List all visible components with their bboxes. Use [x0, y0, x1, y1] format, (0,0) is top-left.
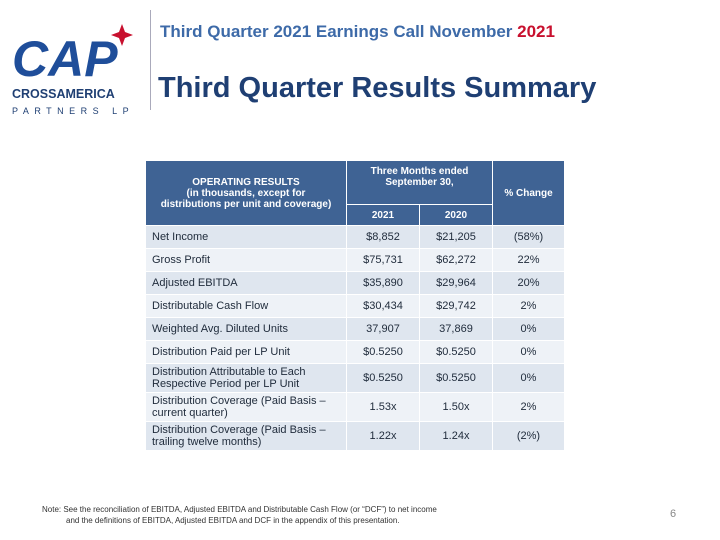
value-cell: 1.22x: [346, 421, 420, 451]
value-cell: 1.50x: [419, 392, 493, 422]
value-cell: $35,890: [346, 271, 420, 295]
title: Third Quarter Results Summary: [158, 72, 597, 104]
table-row: Distribution Paid per LP Unit $0.5250 $0.5…: [145, 340, 565, 364]
table-row: Gross Profit $75,731 $62,272 22%: [145, 248, 565, 272]
value-cell: 0%: [492, 340, 565, 364]
col-header: OPERATING RESULTS (in thousands, except …: [145, 160, 347, 226]
label-cell: Adjusted EBITDA: [145, 271, 347, 295]
value-cell: 1.24x: [419, 421, 493, 451]
label-cell: Distribution Coverage (Paid Basis – trai…: [145, 421, 347, 451]
value-cell: (2%): [492, 421, 565, 451]
event-year: 2021: [517, 22, 555, 41]
logo-mark: CAP: [12, 31, 118, 87]
table-row: Distribution Attributable to Each Respec…: [145, 363, 565, 393]
label-cell: Distribution Attributable to Each Respec…: [145, 363, 347, 393]
value-cell: $0.5250: [419, 340, 493, 364]
event-text: Third Quarter 2021 Earnings Call Novembe…: [160, 22, 513, 41]
header-line: September 30,: [385, 177, 454, 188]
logo-company: CROSSAMERICA: [12, 87, 115, 101]
label-cell: Weighted Avg. Diluted Units: [145, 317, 347, 341]
header-line: (in thousands, except for: [186, 187, 306, 199]
value-cell: $0.5250: [346, 363, 420, 393]
value-cell: 22%: [492, 248, 565, 272]
value-cell: $29,964: [419, 271, 493, 295]
header-line: Three Months ended: [370, 166, 469, 177]
header-line: distributions per unit and coverage): [160, 198, 332, 210]
table-row: Weighted Avg. Diluted Units 37,907 37,869 0…: [145, 317, 565, 341]
logo-sub: PARTNERS LP: [12, 106, 134, 116]
results-table: OPERATING RESULTS (in thousands, except …: [145, 160, 565, 451]
value-cell: 37,869: [419, 317, 493, 341]
page-number: 6: [670, 508, 677, 520]
table-body: Net Income $8,852 $21,205 (58%) Gross Profit…: [145, 225, 565, 451]
label-cell: Distribution Paid per LP Unit: [145, 340, 347, 364]
logo: CAP CROSSAMERICA PARTNERS LP: [12, 24, 134, 116]
note: Note: See the reconciliation of EBITDA, …: [42, 504, 437, 526]
period-header: Three Months ended September 30,: [346, 160, 493, 205]
value-cell: 2%: [492, 392, 565, 422]
value-cell: $21,205: [419, 225, 493, 249]
value-cell: $0.5250: [419, 363, 493, 393]
value-cell: 37,907: [346, 317, 420, 341]
value-cell: $30,434: [346, 294, 420, 318]
change-header: % Change: [492, 160, 565, 226]
value-cell: 2%: [492, 294, 565, 318]
header-line: OPERATING RESULTS: [192, 176, 300, 188]
table-row: Adjusted EBITDA $35,890 $29,964 20%: [145, 271, 565, 295]
label-cell: Net Income: [145, 225, 347, 249]
value-cell: 0%: [492, 317, 565, 341]
value-cell: $62,272: [419, 248, 493, 272]
table-row: Distribution Coverage (Paid Basis – curr…: [145, 392, 565, 422]
value-cell: $29,742: [419, 294, 493, 318]
year-header: 2020: [419, 204, 493, 226]
value-cell: 1.53x: [346, 392, 420, 422]
year-header: 2021: [346, 204, 420, 226]
value-cell: 20%: [492, 271, 565, 295]
value-cell: 0%: [492, 363, 565, 393]
value-cell: $8,852: [346, 225, 420, 249]
table-row: Net Income $8,852 $21,205 (58%): [145, 225, 565, 249]
value-cell: $0.5250: [346, 340, 420, 364]
value-cell: (58%): [492, 225, 565, 249]
logo-star: [111, 24, 133, 46]
value-cell: $75,731: [346, 248, 420, 272]
note-line: and the definitions of EBITDA, Adjusted …: [66, 516, 400, 525]
table-row: Distributable Cash Flow $30,434 $29,742 2%: [145, 294, 565, 318]
event: Third Quarter 2021 Earnings Call Novembe…: [160, 22, 555, 42]
divider: [150, 10, 151, 110]
label-cell: Distributable Cash Flow: [145, 294, 347, 318]
table-row: Distribution Coverage (Paid Basis – trai…: [145, 421, 565, 451]
label-cell: Distribution Coverage (Paid Basis – curr…: [145, 392, 347, 422]
note-line: Note: See the reconciliation of EBITDA, …: [42, 505, 437, 514]
label-cell: Gross Profit: [145, 248, 347, 272]
